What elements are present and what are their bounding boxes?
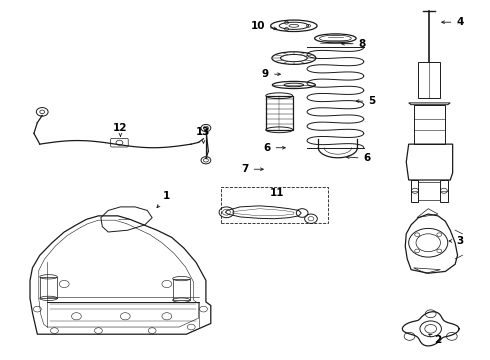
Text: 2: 2 [429,334,441,345]
Text: 8: 8 [342,39,366,49]
Text: 3: 3 [449,236,464,246]
Text: 9: 9 [262,69,280,79]
Text: 6: 6 [263,143,285,153]
Text: 13: 13 [196,127,211,143]
Text: 4: 4 [441,17,464,27]
Text: 12: 12 [113,123,128,136]
Text: 11: 11 [270,188,284,198]
Text: 10: 10 [250,21,276,31]
Text: 7: 7 [241,164,263,174]
Bar [220,187,328,223]
Text: 5: 5 [356,96,376,106]
Text: 6: 6 [346,153,371,163]
Text: 1: 1 [157,191,171,208]
